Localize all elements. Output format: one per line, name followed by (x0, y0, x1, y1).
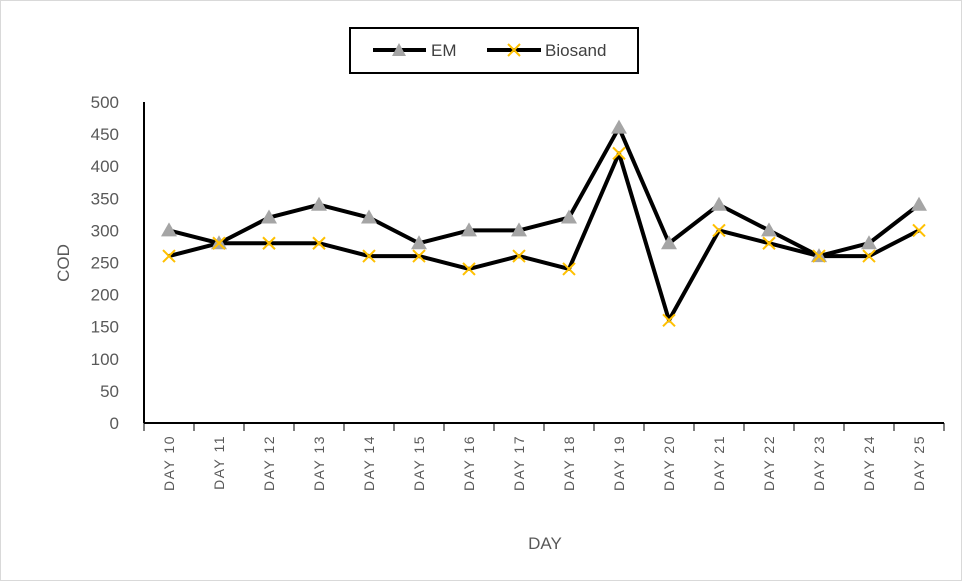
data-point-em (161, 222, 177, 237)
data-point-biosand (462, 262, 476, 276)
legend-marker-em (392, 43, 406, 56)
series-line-biosand (168, 151, 920, 323)
x-tick-label: DAY 17 (511, 435, 527, 491)
y-tick-label: 0 (110, 414, 119, 433)
data-point-biosand (162, 249, 176, 263)
data-point-em (561, 209, 577, 224)
legend-label-em: EM (431, 41, 457, 60)
y-tick-label: 250 (91, 254, 119, 273)
x-tick-label: DAY 21 (711, 435, 727, 491)
data-point-em (911, 196, 927, 211)
x-tick-label: DAY 19 (611, 435, 627, 491)
data-point-biosand (412, 249, 426, 263)
x-tick-label: DAY 15 (411, 435, 427, 491)
data-point-em (761, 222, 777, 237)
data-point-biosand (812, 249, 826, 263)
data-point-em (861, 235, 877, 250)
data-point-biosand (212, 236, 226, 250)
y-tick-label: 200 (91, 286, 119, 305)
x-tick-label: DAY 20 (661, 435, 677, 491)
x-tick-label: DAY 11 (211, 435, 227, 490)
data-point-em (361, 209, 377, 224)
series-line-em (168, 125, 921, 259)
y-tick-label: 150 (91, 318, 119, 337)
y-tick-label: 500 (91, 93, 119, 112)
x-tick-label: DAY 14 (361, 435, 377, 491)
data-point-em (511, 222, 527, 237)
data-point-em (411, 235, 427, 250)
data-point-biosand (712, 223, 726, 238)
x-tick-label: DAY 24 (861, 435, 877, 491)
x-tick-label: DAY 22 (761, 435, 777, 491)
x-tick-label: DAY 10 (161, 435, 177, 491)
x-tick-label: DAY 13 (311, 435, 327, 491)
legend-marker-biosand (507, 43, 521, 57)
x-axis-title: DAY (528, 534, 562, 553)
y-tick-label: 400 (91, 157, 119, 176)
x-tick-label: DAY 25 (911, 435, 927, 491)
data-point-em (311, 196, 327, 211)
data-point-em (261, 209, 277, 224)
data-point-biosand (512, 249, 526, 263)
data-point-biosand (862, 249, 876, 263)
y-tick-label: 300 (91, 221, 119, 240)
data-point-biosand (562, 262, 576, 276)
legend: EM Biosand (349, 27, 639, 74)
y-tick-label: 100 (91, 350, 119, 369)
x-tick-label: DAY 12 (261, 435, 277, 491)
data-point-biosand (362, 249, 376, 263)
data-point-em (661, 235, 677, 250)
y-tick-label: 450 (91, 125, 119, 144)
y-axis-title: COD (54, 244, 73, 282)
data-point-biosand (762, 236, 776, 250)
data-point-em (461, 222, 477, 237)
data-point-biosand (912, 223, 926, 238)
data-point-biosand (262, 236, 276, 250)
legend-label-biosand: Biosand (545, 41, 606, 60)
y-tick-label: 350 (91, 189, 119, 208)
data-point-em (611, 119, 627, 134)
x-tick-label: DAY 18 (561, 435, 577, 491)
data-point-biosand (612, 146, 626, 161)
data-point-biosand (662, 313, 676, 327)
data-point-biosand (312, 236, 326, 250)
y-tick-label: 50 (100, 382, 119, 401)
x-tick-label: DAY 23 (811, 435, 827, 491)
x-tick-label: DAY 16 (461, 435, 477, 491)
data-point-em (711, 196, 727, 211)
